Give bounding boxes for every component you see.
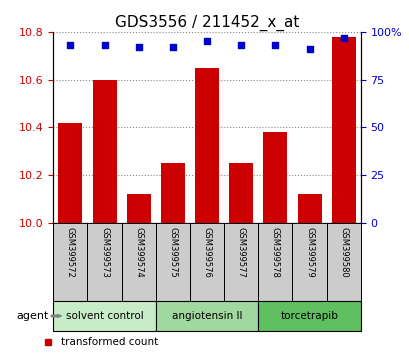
Bar [224,223,258,301]
Text: agent: agent [17,311,49,321]
Point [272,42,278,48]
Bar [258,223,292,301]
Bar [155,223,189,301]
Point [306,46,312,52]
Bar [126,194,150,223]
Text: GSM399578: GSM399578 [270,227,279,278]
Point [135,44,142,50]
Title: GDS3556 / 211452_x_at: GDS3556 / 211452_x_at [115,14,299,30]
Text: torcetrapib: torcetrapib [280,311,338,321]
Point [339,35,346,40]
Text: GSM399577: GSM399577 [236,227,245,278]
Text: transformed count: transformed count [61,337,158,347]
Bar [58,123,82,223]
Bar [229,163,253,223]
Point [203,39,210,44]
Point [67,42,74,48]
Text: GSM399579: GSM399579 [304,227,313,278]
Bar [92,80,116,223]
Bar [297,194,321,223]
Bar [155,301,258,331]
Bar [160,163,184,223]
Point [237,42,244,48]
Point [101,42,108,48]
Bar [195,68,218,223]
Bar [87,223,121,301]
Text: solvent control: solvent control [65,311,143,321]
Bar [292,223,326,301]
Text: GSM399576: GSM399576 [202,227,211,278]
Bar [53,301,155,331]
Bar [326,223,360,301]
Bar [189,223,224,301]
Text: angiotensin II: angiotensin II [171,311,242,321]
Text: GSM399573: GSM399573 [100,227,109,278]
Bar [121,223,155,301]
Text: GSM399575: GSM399575 [168,227,177,278]
Bar [53,223,87,301]
Bar [331,37,355,223]
Bar [258,301,360,331]
Text: GSM399574: GSM399574 [134,227,143,278]
Point [169,44,176,50]
Text: GSM399580: GSM399580 [338,227,347,278]
Bar [263,132,287,223]
Text: GSM399572: GSM399572 [66,227,75,278]
